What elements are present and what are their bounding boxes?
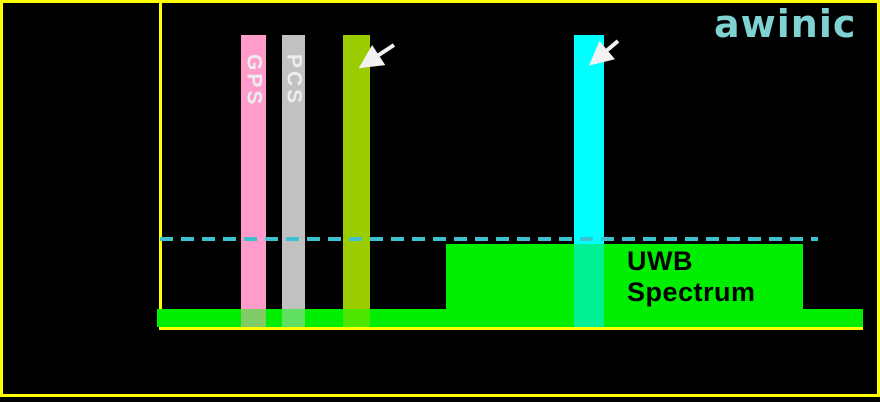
x-axis — [159, 327, 863, 330]
olive-bar-overlap — [343, 309, 370, 327]
narrowband-signal-bar-4 — [574, 35, 604, 244]
emission-limit-dashed-line — [160, 237, 818, 241]
uwb-spectrum-area — [446, 244, 803, 327]
uwb-label-line1: UWB — [627, 246, 693, 276]
gps-bar-overlap — [241, 309, 266, 327]
pcs-signal-bar: PCS — [282, 35, 306, 309]
cyan-bar-overlap — [574, 244, 604, 327]
gps-signal-bar: GPS — [241, 35, 266, 309]
narrowband-signal-bar-3 — [343, 35, 370, 309]
y-axis — [159, 3, 162, 330]
uwb-spectrum-label: UWB Spectrum — [627, 246, 756, 308]
awinic-logo: awinic — [714, 2, 857, 46]
uwb-label-line2: Spectrum — [627, 277, 756, 307]
pcs-label: PCS — [282, 54, 306, 107]
pcs-bar-overlap — [282, 309, 305, 327]
gps-label: GPS — [242, 54, 266, 108]
